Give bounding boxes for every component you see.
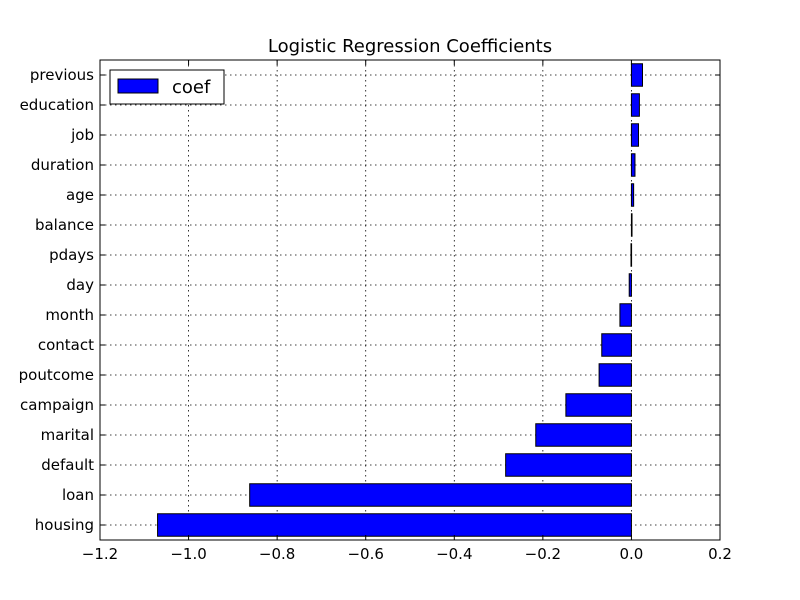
bar-poutcome [598,363,632,387]
x-tick-label: 0.0 [619,545,643,563]
bar-month [619,303,632,327]
y-tick-label-poutcome: poutcome [19,366,94,384]
y-tick-label-job: job [70,126,94,144]
y-tick-label-loan: loan [62,486,94,504]
y-tick-label-pdays: pdays [49,246,94,264]
y-tick-label-age: age [66,186,94,204]
plot-frame [99,59,721,541]
y-tick-label-balance: balance [35,216,94,234]
y-tick-label-default: default [41,456,94,474]
bar-day [628,273,632,297]
y-tick-label-marital: marital [41,426,94,444]
axis-ticks: −1.2 −1.0 −0.8 −0.6 −0.4 −0.2 0.0 0.2 housing loa… [19,60,732,563]
chart-title: Logistic Regression Coefficients [268,36,552,57]
x-tick-label: −1.0 [170,545,206,563]
bar-balance [630,213,633,237]
bar-housing [157,513,632,537]
bar-education [630,93,640,117]
y-tick-label-previous: previous [30,66,94,84]
y-tick-label-campaign: campaign [20,396,94,414]
legend: coef [109,69,225,105]
x-tick-label: −0.6 [347,545,383,563]
bar-previous [630,63,644,87]
y-tick-label-education: education [20,96,94,114]
bar-duration [630,153,636,177]
y-tick-label-contact: contact [38,336,94,354]
bar-pdays [630,243,633,267]
x-tick-label: −0.2 [525,545,561,563]
bar-job [630,123,640,147]
bar-marital [535,423,632,447]
bar-contact [601,333,632,357]
bar-age [630,183,635,207]
x-tick-label: −0.8 [259,545,295,563]
legend-label: coef [172,77,211,98]
bar-campaign [565,393,632,417]
bars [157,63,644,537]
y-tick-label-month: month [45,306,94,324]
x-tick-label: −1.2 [82,545,118,563]
y-tick-label-housing: housing [35,516,94,534]
x-tick-label: −0.4 [436,545,472,563]
bar-default [505,453,632,477]
legend-swatch [117,78,159,94]
y-tick-label-day: day [66,276,94,294]
bar-loan [249,483,632,507]
y-tick-label-duration: duration [31,156,94,174]
x-tick-label: 0.2 [708,545,732,563]
